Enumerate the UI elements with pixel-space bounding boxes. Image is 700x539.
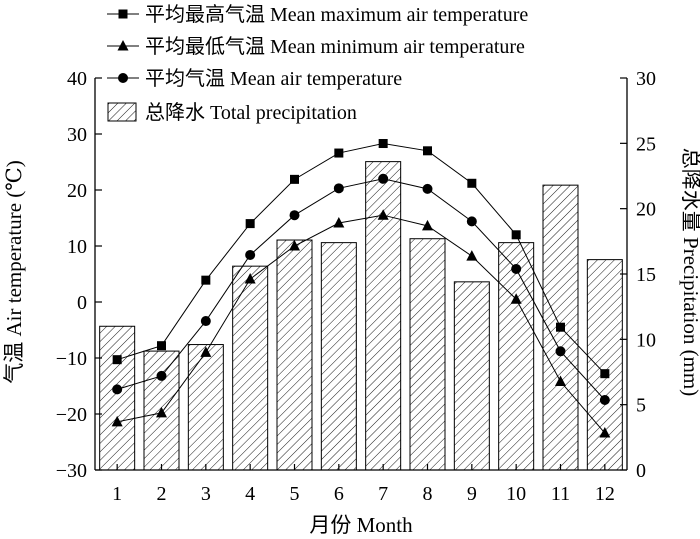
square-series-line: [117, 143, 606, 375]
x-tick-label: 10: [506, 483, 526, 505]
circle-point-6: [333, 183, 344, 194]
triangle-point-7: [377, 209, 389, 220]
legend-entry: 平均最高气温 Mean maximum air temperature: [107, 3, 528, 26]
precipitation-bar-8: [409, 238, 446, 471]
circle-point-8: [422, 183, 433, 194]
circle-point-3: [200, 316, 211, 327]
left-y-tick-label: 0: [77, 292, 87, 314]
circle-point-11: [555, 346, 566, 357]
right-y-axis-title: 总降水量 Precipitation (mm): [679, 148, 700, 396]
legend-entry: 总降水 Total precipitation: [107, 101, 357, 124]
legend-entry: 平均最低气温 Mean minimum air temperature: [107, 35, 525, 58]
square-point-3: [201, 275, 211, 285]
right-y-tick-label: 25: [636, 133, 656, 155]
square-point-9: [467, 178, 477, 188]
x-tick-label: 9: [467, 483, 477, 505]
x-tick-label: 1: [112, 483, 122, 505]
precipitation-bar-6: [320, 242, 357, 471]
x-tick-label: 6: [334, 483, 344, 505]
triangle-point-6: [333, 217, 345, 228]
triangle-point-5: [289, 240, 300, 251]
x-tick-label: 12: [595, 483, 615, 505]
triangle-point-4: [244, 273, 256, 284]
precipitation-bar-9: [453, 281, 490, 471]
triangle-point-9: [466, 250, 478, 261]
circle-series-line: [117, 178, 606, 401]
x-axis-title: 月份 Month: [309, 513, 413, 537]
temperature-lines: [111, 139, 611, 438]
right-y-tick-label: 5: [636, 395, 646, 417]
legend-triangle-marker: [117, 40, 129, 51]
square-point-1: [112, 355, 122, 365]
left-y-tick-label: 20: [67, 180, 87, 202]
legend-bar-swatch: [107, 102, 137, 122]
precipitation-bar-7: [365, 161, 402, 471]
legend-square-marker: [118, 9, 128, 19]
precipitation-bar-5: [276, 239, 313, 471]
triangle-point-8: [422, 219, 433, 231]
x-tick-label: 7: [378, 483, 388, 505]
right-y-tick-label: 15: [636, 264, 656, 286]
square-point-7: [378, 139, 388, 149]
left-y-tick-label: −20: [56, 404, 87, 426]
square-point-11: [556, 322, 565, 332]
precipitation-bar-1: [99, 325, 136, 471]
circle-point-7: [378, 173, 389, 184]
x-tick-label: 8: [423, 483, 433, 505]
legend-entry: 平均气温 Mean air temperature: [107, 67, 402, 90]
right-y-tick-label: 20: [636, 199, 656, 221]
precipitation-bar-3: [187, 344, 224, 471]
triangle-point-1: [111, 415, 123, 427]
legend-label: 平均最低气温 Mean minimum air temperature: [145, 35, 525, 58]
square-point-12: [600, 369, 610, 379]
circle-point-12: [599, 395, 610, 405]
left-y-tick-label: 10: [67, 236, 87, 258]
square-point-5: [290, 174, 299, 184]
legend: 平均最高气温 Mean maximum air temperature 平均最低气…: [107, 3, 528, 124]
x-tick-label: 5: [290, 483, 300, 505]
left-y-tick-label: −10: [56, 348, 87, 370]
x-tick-label: 4: [245, 483, 255, 505]
triangle-point-12: [599, 427, 611, 438]
circle-point-1: [112, 384, 123, 395]
square-point-10: [511, 230, 521, 240]
square-point-4: [245, 219, 255, 229]
triangle-point-3: [200, 346, 212, 357]
x-tick-label: 3: [201, 483, 211, 505]
triangle-series-line: [117, 214, 606, 434]
legend-label: 平均气温 Mean air temperature: [145, 67, 402, 90]
circle-point-2: [156, 370, 167, 381]
circle-point-10: [511, 263, 522, 274]
x-tick-label: 11: [551, 483, 570, 505]
right-y-tick-label: 0: [636, 460, 646, 482]
legend-circle-marker: [118, 73, 128, 83]
precipitation-bar-4: [232, 265, 269, 471]
precipitation-bar-10: [498, 242, 535, 471]
precipitation-bar-12: [586, 259, 623, 471]
circle-point-4: [245, 249, 256, 260]
left-y-axis-title: 气温 Air temperature (℃): [2, 160, 26, 384]
circle-point-9: [466, 216, 477, 227]
triangle-point-11: [555, 375, 566, 387]
x-tick-label: 2: [157, 483, 167, 505]
precipitation-bars: [99, 161, 623, 471]
circle-point-5: [289, 210, 300, 221]
legend-label: 平均最高气温 Mean maximum air temperature: [145, 3, 528, 26]
triangle-point-10: [510, 293, 522, 304]
triangle-point-2: [156, 406, 167, 418]
right-y-tick-label: 30: [636, 68, 656, 90]
left-y-tick-label: 40: [67, 68, 87, 90]
square-point-2: [157, 341, 166, 351]
left-y-tick-label: −30: [56, 460, 87, 482]
right-y-tick-label: 10: [636, 329, 656, 351]
square-point-6: [334, 148, 344, 158]
legend-label: 总降水 Total precipitation: [145, 101, 357, 124]
left-y-tick-label: 30: [67, 124, 87, 146]
square-point-8: [423, 146, 432, 156]
